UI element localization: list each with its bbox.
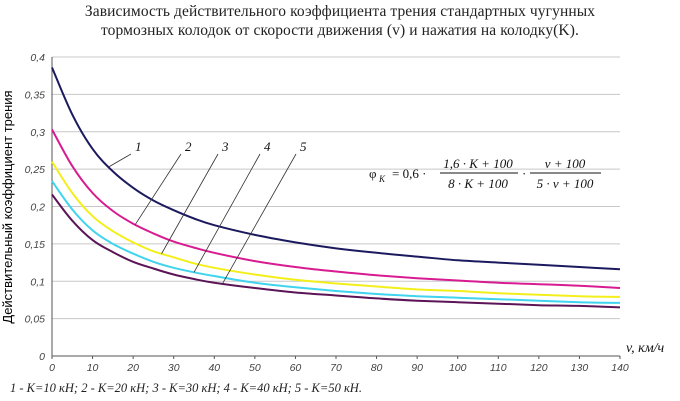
- axes: [51, 57, 621, 359]
- curve-leader-2: [134, 153, 182, 225]
- y-tick-label: 0,4: [30, 52, 45, 64]
- x-tick-label: 60: [290, 362, 302, 374]
- chart-title-line-2: тормозных колодок от скорости движения (…: [101, 22, 579, 39]
- chart-legend: 1 - K=10 кН; 2 - K=20 кН; 3 - K=30 кН; 4…: [10, 381, 362, 395]
- series-lines: [51, 67, 621, 309]
- formula-dot: ·: [522, 166, 526, 181]
- curve-labels: 1 2 3 4 5: [135, 139, 307, 154]
- y-tick-label: 0,1: [30, 276, 45, 288]
- y-tick-label: 0,2: [30, 202, 45, 214]
- y-tick-label: 0,05: [25, 314, 46, 326]
- x-tick-label: 90: [411, 362, 423, 374]
- y-tick-labels: 0 0,05 0,1 0,15 0,2 0,25 0,3 0,35 0,4: [25, 52, 46, 363]
- y-tick-label: 0,25: [25, 164, 46, 176]
- formula: φ K = 0,6 · 1,6 · K + 100 8 · K + 100 · …: [369, 156, 601, 191]
- x-tick-labels: 0 10 20 30 40 50 60 70 80 90 100 110 120 130 140: [49, 362, 629, 374]
- x-tick-label: 50: [249, 362, 261, 374]
- chart-title-line-1: Зависимость действительного коэффициента…: [84, 3, 596, 20]
- formula-lhs: φ: [369, 166, 377, 181]
- formula-num-2: v + 100: [545, 156, 586, 171]
- series-line-2: [51, 129, 621, 289]
- formula-den-1: 8 · K + 100: [448, 176, 508, 191]
- chart-title: Зависимость действительного коэффициента…: [0, 2, 680, 40]
- x-tick-label: 100: [449, 362, 467, 374]
- curve-leader-5: [222, 153, 297, 284]
- x-tick-label: 30: [168, 362, 180, 374]
- y-tick-label: 0,3: [30, 127, 45, 139]
- y-tick-label: 0,15: [25, 239, 46, 251]
- x-tick-label: 110: [490, 362, 507, 374]
- curve-label-5: 5: [300, 139, 307, 154]
- x-tick-label: 40: [208, 362, 220, 374]
- curve-leader-3: [161, 153, 219, 254]
- x-tick-label: 10: [87, 362, 99, 374]
- curve-label-4: 4: [264, 139, 271, 154]
- gridlines: [52, 56, 620, 320]
- x-tick-label: 20: [126, 362, 139, 374]
- y-axis-label: Действительный коэффициент трения: [0, 90, 15, 323]
- series-line-1: [51, 67, 621, 271]
- curve-leader-4: [193, 153, 261, 273]
- formula-den-2: 5 · v + 100: [537, 176, 594, 191]
- x-axis-label: v, км/ч: [626, 341, 665, 356]
- formula-lhs-sub: K: [378, 174, 386, 184]
- x-tick-label: 70: [330, 362, 342, 374]
- curve-leader-1: [108, 153, 132, 168]
- x-tick-label: 80: [371, 362, 383, 374]
- x-tick-label: 0: [49, 362, 55, 374]
- curve-label-1: 1: [135, 139, 142, 154]
- series-line-4: [51, 180, 621, 304]
- x-tick-label: 140: [611, 362, 629, 374]
- series-line-3: [51, 161, 621, 298]
- x-tick-label: 130: [571, 362, 589, 374]
- y-tick-label: 0: [39, 351, 45, 363]
- series-line-5: [51, 193, 621, 309]
- x-tick-label: 120: [530, 362, 548, 374]
- formula-coef: = 0,6 ·: [392, 166, 426, 181]
- curve-label-3: 3: [221, 139, 229, 154]
- y-tick-label: 0,35: [25, 89, 46, 101]
- curve-label-2: 2: [185, 139, 192, 154]
- formula-num-1: 1,6 · K + 100: [443, 156, 513, 171]
- curve-label-leaders: [108, 153, 297, 284]
